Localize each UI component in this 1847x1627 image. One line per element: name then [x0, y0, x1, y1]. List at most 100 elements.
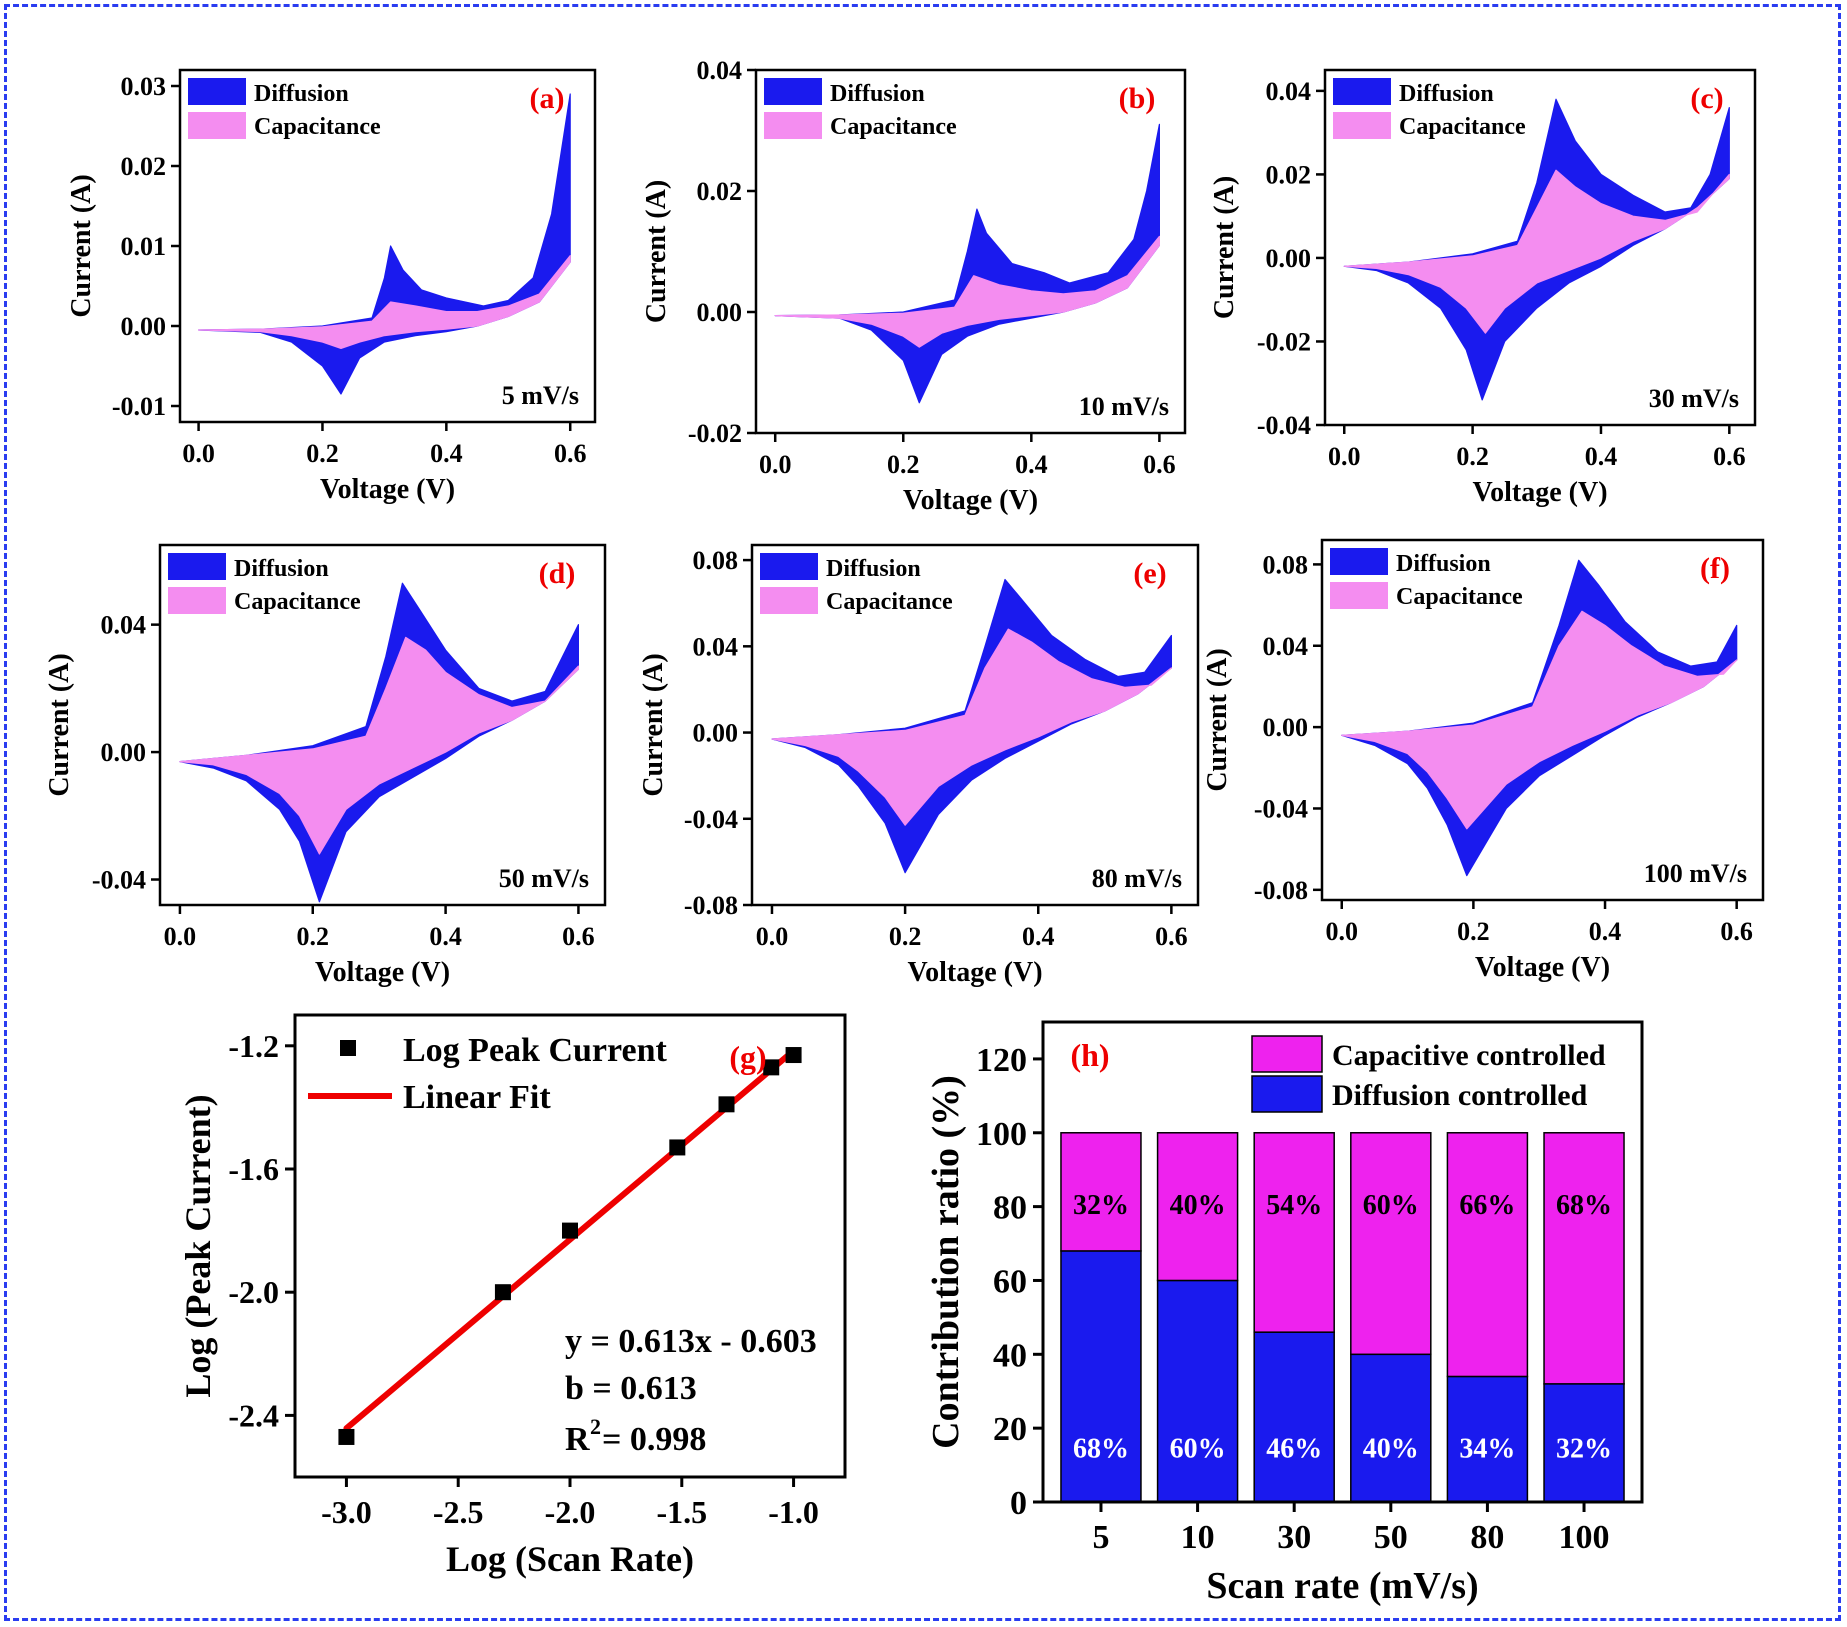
legend-swatch-capacitance [1330, 582, 1388, 609]
y-tick-label: -0.02 [1257, 327, 1311, 356]
fit-equation: y = 0.613x - 0.603 [565, 1323, 817, 1360]
data-point [494, 1284, 511, 1301]
x-tick-label: 5 [1092, 1519, 1109, 1556]
legend-label-capacitance: Capacitance [234, 589, 361, 615]
x-tick-label: 0.0 [1328, 442, 1361, 471]
bar-label-diffusion: 60% [1170, 1434, 1226, 1465]
linear-fit-line [343, 1047, 797, 1432]
y-tick-label: -1.2 [228, 1028, 279, 1064]
series-area-capacitance [774, 235, 1161, 348]
bar-label-capacitive: 66% [1459, 1190, 1515, 1221]
y-tick-label: 0.08 [1263, 550, 1309, 579]
x-axis-label: Voltage (V) [1472, 477, 1607, 508]
scan-rate-label: 80 mV/s [1092, 864, 1182, 893]
cv-panel-c: 0.0 0.2 0.4 0.6 -0.04 -0.02 0.00 0.02 0.04 Voltag… [1209, 68, 1757, 508]
x-tick-label: 0.6 [562, 922, 595, 951]
y-tick-label: -2.4 [228, 1397, 279, 1433]
legend-swatch-diffusion [1251, 1075, 1323, 1113]
y-tick-label: -2.0 [228, 1274, 279, 1310]
series-area-capacitance [1343, 169, 1730, 334]
panel-label: (d) [539, 557, 576, 590]
bar-label-capacitive: 60% [1363, 1190, 1419, 1221]
cv-panel-b: 0.0 0.2 0.4 0.6 -0.02 0.00 0.02 0.04 Voltage (V)… [641, 56, 1187, 516]
plot-frame [158, 543, 607, 907]
legend-swatch-capacitive [1251, 1035, 1323, 1073]
x-tick-label: 80 [1470, 1519, 1504, 1556]
data-point [785, 1047, 802, 1064]
bar-label-capacitive: 40% [1170, 1190, 1226, 1221]
legend-swatch-capacitance [1333, 112, 1391, 139]
y-tick-label: 0.00 [693, 719, 739, 748]
legend-swatch-diffusion [1330, 548, 1388, 575]
y-tick-label: 0.04 [693, 632, 739, 661]
bar-capacitive [1060, 1132, 1142, 1252]
x-axis-label: Voltage (V) [903, 485, 1038, 516]
data-point [669, 1139, 686, 1156]
plot-frame [754, 68, 1187, 435]
y-tick-label: -0.01 [112, 392, 166, 421]
x-tick-label: 0.2 [1456, 442, 1489, 471]
bar-label-diffusion: 68% [1073, 1434, 1129, 1465]
plot-frame [293, 1013, 847, 1479]
legend-label-fit: Linear Fit [403, 1079, 551, 1116]
y-tick-label: 0.00 [121, 312, 167, 341]
bar-label-diffusion: 40% [1363, 1434, 1419, 1465]
x-axis-label: Log (Scan Rate) [446, 1539, 694, 1579]
x-tick-label: 0.2 [887, 450, 920, 479]
bar-label-capacitive: 32% [1073, 1190, 1129, 1221]
data-point [562, 1222, 578, 1239]
y-axis-label: Current (A) [66, 174, 97, 317]
y-tick-label: 0.04 [1266, 77, 1312, 106]
panel-label: (g) [729, 1039, 766, 1075]
x-tick-label: -1.5 [656, 1494, 707, 1530]
y-tick-label: 0 [1010, 1485, 1027, 1522]
y-axis-label: Contribution ratio (%) [925, 1075, 967, 1449]
y-tick-label: 0.00 [1266, 244, 1312, 273]
x-tick-label: 0.4 [430, 439, 463, 468]
x-tick-label: 0.6 [1720, 917, 1753, 946]
legend-swatch-diffusion [1333, 78, 1391, 105]
y-tick-label: 0.02 [121, 152, 167, 181]
y-tick-label: -0.02 [688, 419, 742, 448]
legend-marker-points [340, 1040, 356, 1056]
y-axis-label: Log (Peak Current) [178, 1094, 218, 1397]
y-tick-label: 40 [993, 1337, 1027, 1374]
x-tick-label: 0.2 [306, 439, 339, 468]
scan-rate-label: 100 mV/s [1644, 859, 1747, 888]
x-tick-label: -2.5 [433, 1494, 484, 1530]
y-axis-label: Current (A) [638, 653, 669, 796]
series-area-capacitance [771, 628, 1173, 826]
scan-rate-label: 10 mV/s [1079, 392, 1169, 421]
series-area-diffusion [774, 123, 1161, 404]
y-tick-label: 0.02 [1266, 160, 1312, 189]
legend-label-points: Log Peak Current [403, 1032, 667, 1069]
x-tick-label: 0.0 [164, 922, 197, 951]
y-tick-label: 0.04 [101, 611, 147, 640]
x-tick-label: 0.6 [1713, 442, 1746, 471]
y-tick-label: 0.01 [121, 232, 167, 261]
legend-swatch-capacitance [168, 587, 226, 614]
y-tick-label: 100 [976, 1116, 1027, 1153]
x-tick-label: 0.2 [889, 922, 922, 951]
x-tick-label: 0.6 [1143, 450, 1176, 479]
legend-label-diffusion: Diffusion [826, 556, 921, 582]
x-tick-label: 0.4 [1022, 922, 1055, 951]
fit-r-squared-exponent: 2 [590, 1414, 601, 1439]
bar-label-diffusion: 46% [1266, 1434, 1322, 1465]
fit-r-squared-r: R [565, 1421, 590, 1458]
legend-swatch-capacitance [760, 587, 818, 614]
figure-frame [4, 4, 1841, 1621]
x-tick-label: 50 [1374, 1519, 1408, 1556]
legend-label-capacitance: Capacitance [1399, 114, 1526, 140]
scan-rate-label: 5 mV/s [502, 381, 579, 410]
y-axis-label: Current (A) [1209, 176, 1240, 319]
series-area-capacitance [1341, 610, 1738, 830]
y-tick-label: 0.00 [101, 738, 147, 767]
panel-label: (a) [530, 82, 565, 115]
x-axis-label: Voltage (V) [315, 957, 450, 988]
y-tick-label: 0.00 [697, 298, 743, 327]
plot-frame [1323, 68, 1757, 427]
legend-swatch-capacitance [764, 112, 822, 139]
x-tick-label: 30 [1277, 1519, 1311, 1556]
